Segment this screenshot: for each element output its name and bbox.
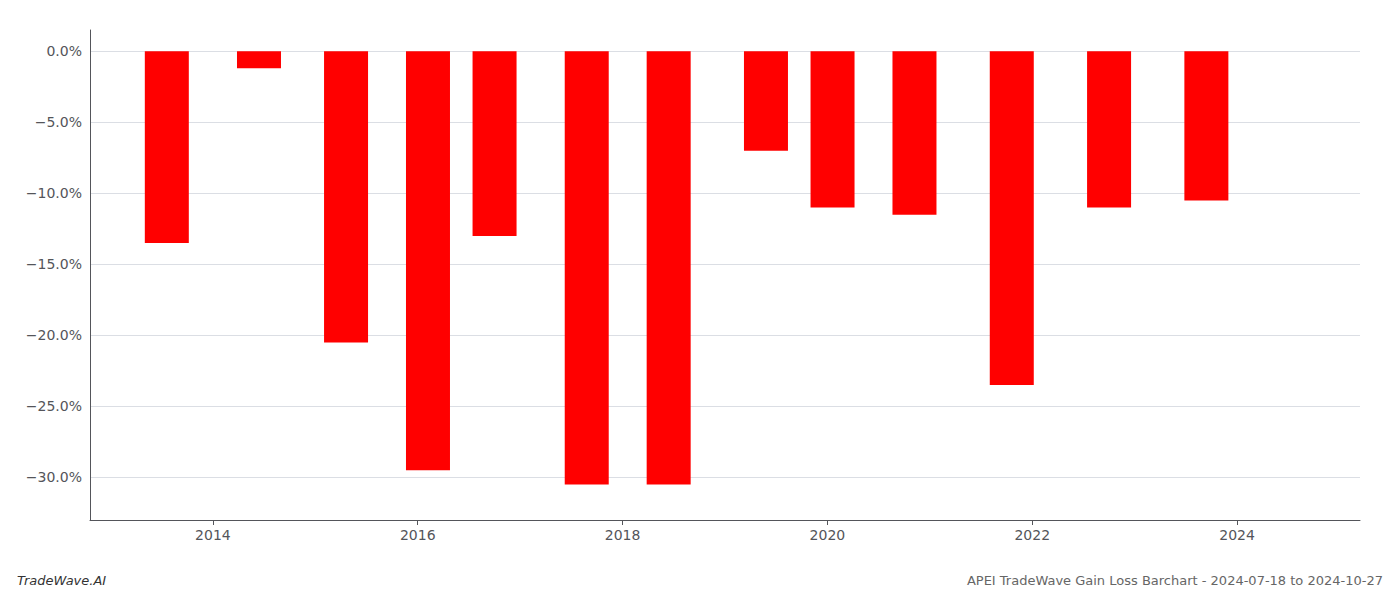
svg-text:−25.0%: −25.0% xyxy=(26,398,82,414)
svg-text:TradeWave.AI: TradeWave.AI xyxy=(17,573,106,588)
svg-text:2016: 2016 xyxy=(400,527,436,543)
svg-text:2018: 2018 xyxy=(605,527,641,543)
svg-text:0.0%: 0.0% xyxy=(46,43,82,59)
svg-text:2020: 2020 xyxy=(810,527,846,543)
svg-text:−20.0%: −20.0% xyxy=(26,327,82,343)
svg-text:APEI TradeWave Gain Loss Barch: APEI TradeWave Gain Loss Barchart - 2024… xyxy=(967,573,1383,588)
svg-text:−10.0%: −10.0% xyxy=(26,185,82,201)
svg-text:−15.0%: −15.0% xyxy=(26,256,82,272)
svg-text:2024: 2024 xyxy=(1219,527,1255,543)
svg-text:−30.0%: −30.0% xyxy=(26,469,82,485)
svg-text:2014: 2014 xyxy=(195,527,231,543)
svg-text:2022: 2022 xyxy=(1014,527,1050,543)
svg-text:−5.0%: −5.0% xyxy=(35,114,82,130)
